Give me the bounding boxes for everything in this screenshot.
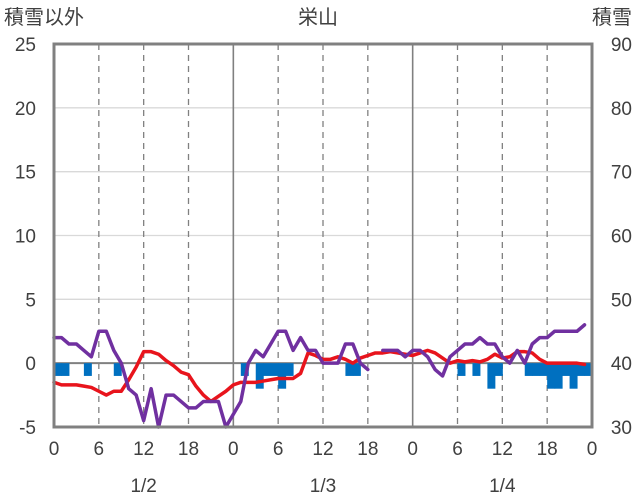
snow-bar: [278, 363, 287, 389]
snow-bar: [524, 363, 533, 376]
x-tick-label: 6: [273, 439, 284, 460]
series-line-1: [52, 329, 370, 429]
left-tick-label: 10: [15, 227, 36, 248]
snow-bars: [54, 363, 593, 389]
snow-bar: [255, 363, 264, 389]
snow-bar: [547, 363, 556, 389]
plot-frame: [52, 42, 594, 429]
x-tick-label: 12: [312, 439, 333, 460]
series-lines: [52, 323, 587, 429]
snow-bar: [352, 363, 361, 376]
right-tick-label: 70: [611, 163, 632, 184]
snow-bar: [54, 363, 62, 376]
x-tick-label: 18: [178, 439, 199, 460]
x-tick-label: 18: [537, 439, 558, 460]
x-tick-label: 0: [49, 439, 60, 460]
right-tick-label: 30: [611, 418, 632, 439]
left-tick-label: 25: [15, 35, 36, 56]
snow-bar: [270, 363, 279, 376]
left-tick-label: 15: [15, 163, 36, 184]
snow-bar: [345, 363, 354, 376]
date-label: 1/4: [489, 476, 516, 497]
right-tick-label: 90: [611, 35, 632, 56]
right-tick-label: 80: [611, 99, 632, 120]
date-label: 1/2: [130, 476, 156, 497]
left-axis-title: 積雪以外: [4, 5, 84, 29]
snow-bar: [263, 363, 272, 376]
x-tick-label: 18: [357, 439, 378, 460]
left-tick-label: -5: [19, 418, 36, 439]
right-tick-label: 40: [611, 354, 632, 375]
right-tick-label: 50: [611, 290, 632, 311]
snow-bar: [532, 363, 541, 376]
x-tick-label: 6: [452, 439, 463, 460]
x-tick-label: 0: [228, 439, 239, 460]
snow-bar: [584, 363, 593, 376]
left-tick-label: 0: [25, 354, 36, 375]
snow-bar: [457, 363, 466, 376]
snow-bar: [113, 363, 122, 376]
left-tick-label: 5: [25, 290, 36, 311]
snow-bar: [577, 363, 586, 376]
x-tick-label: 12: [492, 439, 513, 460]
snow-bar: [285, 363, 294, 376]
x-tick-label: 0: [587, 439, 598, 460]
snow-bar: [539, 363, 548, 376]
date-label: 1/3: [310, 476, 336, 497]
right-axis-title: 積雪: [592, 5, 632, 29]
snow-bar: [494, 363, 503, 376]
x-tick-label: 12: [133, 439, 154, 460]
snow-bar: [554, 363, 563, 389]
right-tick-label: 60: [611, 227, 632, 248]
series-line-1: [381, 323, 587, 378]
snow-bar: [240, 363, 249, 376]
snow-bar: [61, 363, 70, 376]
x-tick-label: 6: [94, 439, 105, 460]
snow-bar: [83, 363, 92, 376]
snow-bar: [569, 363, 578, 389]
snow-bar: [472, 363, 481, 376]
snow-bar: [487, 363, 496, 389]
chart-title: 栄山: [298, 5, 338, 29]
left-tick-label: 20: [15, 99, 36, 120]
x-tick-label: 0: [407, 439, 418, 460]
snow-bar: [562, 363, 571, 376]
